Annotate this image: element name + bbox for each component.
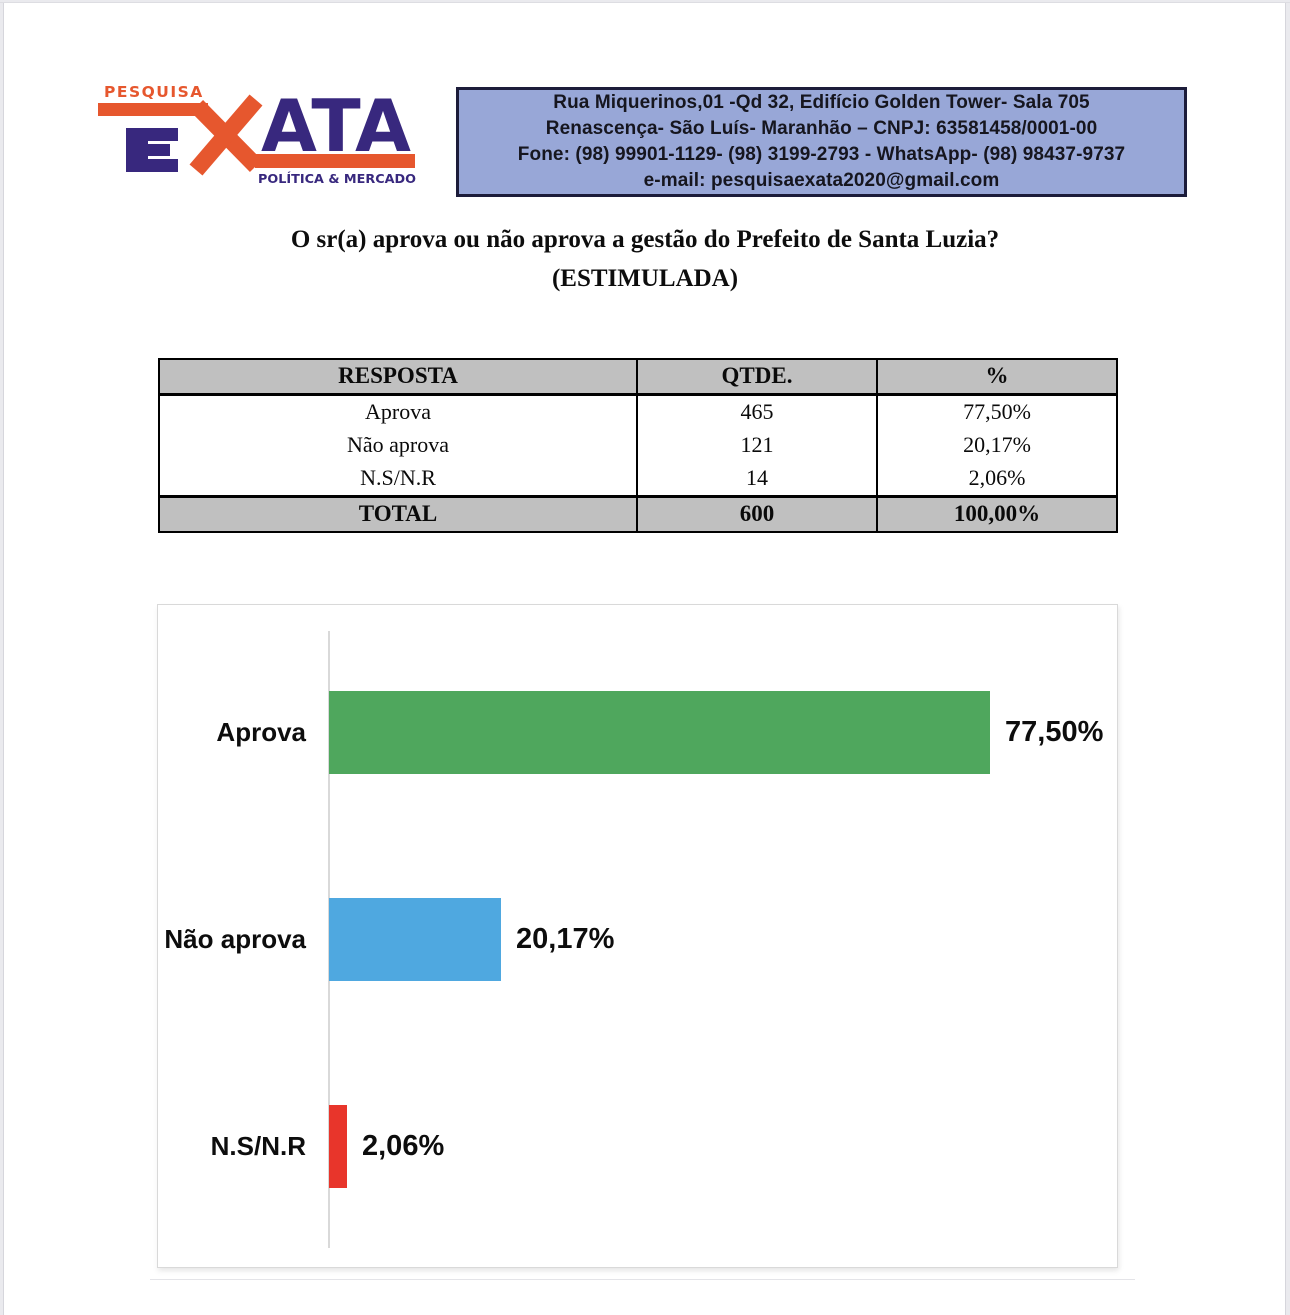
pesquisa-exata-logo: PESQUISA ATA POLÍTICA & MERCADO (98, 83, 416, 186)
cell-total-qtde: 600 (636, 494, 878, 533)
question-title: O sr(a) aprova ou não aprova a gestão do… (290, 226, 1000, 253)
page-break-line (150, 1279, 1135, 1280)
page-edge-right (1285, 0, 1290, 1315)
chart-bar (329, 1104, 347, 1188)
cell-pct: 77,50% (876, 394, 1118, 428)
cell-total-label: TOTAL (158, 494, 638, 533)
cell-total-pct: 100,00% (876, 494, 1118, 533)
contact-line-email: e-mail: pesquisaexata2020@gmail.com (643, 170, 1000, 191)
logo-pesquisa-label: PESQUISA (104, 83, 204, 101)
logo-bottom-bar (255, 154, 415, 168)
contact-line-city-cnpj: Renascença- São Luís- Maranhão – CNPJ: 6… (545, 118, 1098, 139)
table-header-row: RESPOSTA QTDE. % (158, 358, 1118, 396)
cell-pct: 20,17% (876, 428, 1118, 462)
table-total-row: TOTAL 600 100,00% (158, 494, 1118, 533)
question-subtitle: (ESTIMULADA) (551, 265, 739, 292)
logo-subtitle: POLÍTICA & MERCADO (258, 171, 416, 186)
chart-value-label: 77,50% (1005, 716, 1104, 748)
table-row: N.S/N.R 14 2,06% (158, 462, 1118, 496)
table-row: Aprova 465 77,50% (158, 394, 1118, 428)
col-header-resposta: RESPOSTA (158, 358, 638, 396)
contact-line-address: Rua Miquerinos,01 -Qd 32, Edifício Golde… (553, 92, 1090, 113)
contact-info-box: Rua Miquerinos,01 -Qd 32, Edifício Golde… (456, 87, 1187, 197)
cell-resposta: N.S/N.R (158, 462, 638, 496)
table-row: Não aprova 121 20,17% (158, 428, 1118, 462)
approval-bar-chart: Aprova 77,50% Não aprova 20,17% N.S/N.R 2,06% (157, 604, 1118, 1268)
cell-resposta: Aprova (158, 394, 638, 428)
page-edge-top (0, 0, 1290, 3)
contact-line-phones: Fone: (98) 99901-1129- (98) 3199-2793 - … (517, 144, 1126, 165)
results-table: RESPOSTA QTDE. % Aprova 465 77,50% Não a… (158, 358, 1118, 533)
chart-category-label: Não aprova (164, 924, 306, 954)
chart-bar (329, 690, 990, 774)
logo-e-shape (126, 128, 178, 172)
chart-category-label: N.S/N.R (210, 1131, 306, 1161)
cell-pct: 2,06% (876, 462, 1118, 496)
cell-qtde: 121 (636, 428, 878, 462)
cell-qtde: 465 (636, 394, 878, 428)
chart-value-label: 2,06% (362, 1130, 445, 1162)
cell-qtde: 14 (636, 462, 878, 496)
chart-bar (329, 897, 501, 981)
chart-value-label: 20,17% (516, 923, 615, 955)
logo-top-bar (98, 103, 208, 116)
question-title-block: O sr(a) aprova ou não aprova a gestão do… (0, 226, 1290, 293)
logo-x-shape (189, 94, 263, 176)
chart-category-label: Aprova (216, 717, 306, 747)
col-header-qtde: QTDE. (636, 358, 878, 396)
page-edge-left (0, 0, 4, 1315)
cell-resposta: Não aprova (158, 428, 638, 462)
col-header-pct: % (876, 358, 1118, 396)
